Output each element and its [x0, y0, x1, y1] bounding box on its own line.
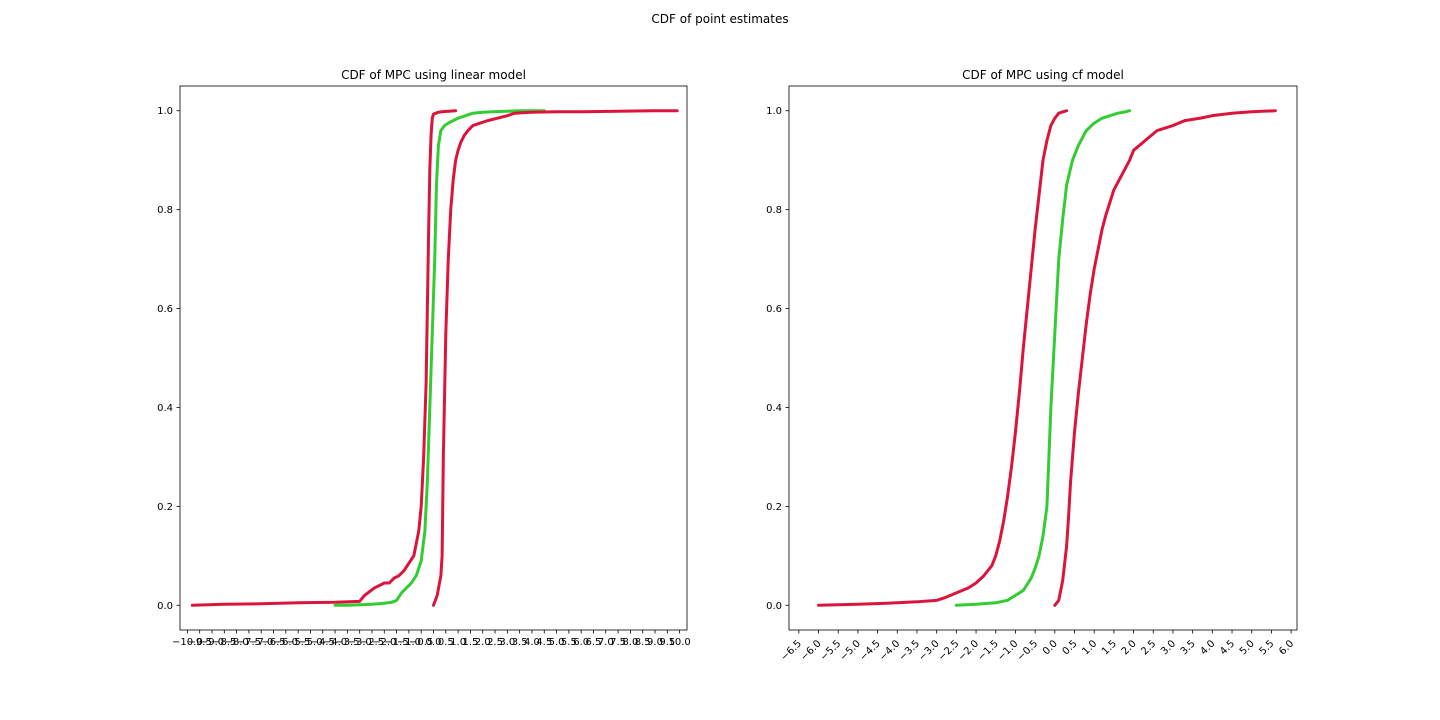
x-tick-label: 8.0 [622, 637, 638, 648]
x-tick-label: 1.5 [462, 637, 478, 648]
x-tick-label: 7.5 [610, 637, 626, 648]
axes-frame [788, 85, 1298, 631]
x-tick-label: −3.0 [917, 638, 942, 663]
y-tick-label: 0.0 [157, 601, 173, 612]
x-tick-label: −1.0 [996, 638, 1021, 663]
x-tick-label: −5.5 [818, 638, 843, 663]
x-tick-label: −2.5 [937, 638, 962, 663]
x-tick-label: −6.0 [274, 637, 298, 648]
x-tick-label: −10.0 [172, 637, 203, 648]
subplot-title: CDF of MPC using cf model [962, 68, 1124, 82]
x-tick-label: 3.5 [512, 637, 528, 648]
y-tick-label: 0.2 [157, 502, 173, 513]
x-tick-label: 5.5 [1257, 638, 1276, 657]
x-tick-label: −2.0 [956, 638, 981, 663]
subplot-linear-model: CDF of MPC using linear model 0.0 0.2 0.4 0.… [157, 68, 691, 648]
x-tick-label: 5.5 [561, 637, 577, 648]
x-tick-label: −9.0 [200, 637, 224, 648]
x-tick-label: −2.5 [360, 637, 384, 648]
x-tick-label: 4.0 [1198, 638, 1217, 657]
x-tick-label: −3.5 [897, 638, 922, 663]
x-tick-label: 6.0 [573, 637, 589, 648]
x-tick-label: −1.0 [397, 637, 421, 648]
x-tick-label: −8.5 [212, 637, 236, 648]
x-tick-label: 0.0 [426, 637, 442, 648]
x-tick-label: −3.0 [348, 637, 372, 648]
x-tick-label: −6.5 [261, 637, 285, 648]
x-tick-label: 8.5 [635, 637, 651, 648]
y-tick-label: 0.6 [766, 304, 782, 315]
x-tick-label: −7.0 [249, 637, 273, 648]
x-tick-label: −4.5 [311, 637, 335, 648]
y-tick-label: 0.2 [766, 502, 782, 513]
x-tick-label: −9.5 [188, 637, 212, 648]
y-tick-label: 0.8 [157, 205, 173, 216]
x-tick-label: −8.0 [224, 637, 248, 648]
x-tick-label: 3.5 [1179, 638, 1198, 657]
x-tick-label: 6.0 [1277, 638, 1296, 657]
cdf-line-2 [954, 109, 1132, 607]
y-tick-label: 0.8 [766, 205, 782, 216]
cdf-line-1 [190, 109, 458, 607]
subplot-title: CDF of MPC using linear model [341, 68, 526, 82]
x-tick-label: 1.0 [1080, 638, 1099, 657]
x-tick-label: 4.5 [1218, 638, 1237, 657]
x-tick-label: −4.5 [858, 638, 883, 663]
x-tick-label: 0.0 [1041, 638, 1060, 657]
y-tick-label: 0.4 [766, 403, 782, 414]
x-tick-label: 9.0 [647, 637, 663, 648]
x-tick-label: 1.0 [450, 637, 466, 648]
x-tick-label: −2.0 [372, 637, 396, 648]
y-tick-label: 1.0 [157, 106, 173, 117]
x-tick-label: 2.5 [487, 637, 503, 648]
x-tick-label: −7.5 [237, 637, 261, 648]
x-tick-label: 3.0 [499, 637, 515, 648]
x-tick-label: −5.5 [286, 637, 310, 648]
x-tick-label: 6.5 [586, 637, 602, 648]
y-tick-label: 0.4 [157, 403, 173, 414]
x-tick-label: −4.0 [323, 637, 347, 648]
x-tick-label: 5.0 [1238, 638, 1257, 657]
x-tick-label: 10.0 [668, 637, 690, 648]
cdf-line-3 [1053, 109, 1277, 607]
x-tick-label: 1.5 [1100, 638, 1119, 657]
x-tick-label: −1.5 [976, 638, 1001, 663]
subplot-cf-model: CDF of MPC using cf model 0.0 0.2 0.4 0.6 0.8… [766, 68, 1298, 663]
figure-title: CDF of point estimates [651, 12, 789, 26]
x-tick-label: −5.0 [298, 637, 322, 648]
x-tick-label: 2.0 [1120, 638, 1139, 657]
y-tick-label: 1.0 [766, 106, 782, 117]
x-tick-label: −6.0 [799, 638, 824, 663]
x-tick-label: −0.5 [1015, 638, 1040, 663]
y-tick-label: 0.6 [157, 304, 173, 315]
x-tick-label: −1.5 [384, 637, 408, 648]
x-tick-label: −3.5 [335, 637, 359, 648]
x-tick-label: 0.5 [1061, 638, 1080, 657]
x-tick-label: 2.0 [475, 637, 491, 648]
cdf-line-3 [432, 109, 679, 607]
x-tick-label: −4.0 [877, 638, 902, 663]
cdf-line-1 [817, 109, 1069, 607]
x-tick-label: 9.5 [659, 637, 675, 648]
x-tick-label: 4.5 [536, 637, 552, 648]
x-tick-label: −6.5 [779, 638, 804, 663]
y-tick-label: 0.0 [766, 601, 782, 612]
x-tick-label: 4.0 [524, 637, 540, 648]
x-tick-label: 5.0 [549, 637, 565, 648]
x-tick-label: 2.5 [1139, 638, 1158, 657]
axes-frame [179, 85, 688, 631]
x-tick-label: 7.0 [598, 637, 614, 648]
x-tick-label: −5.0 [838, 638, 863, 663]
x-tick-label: 0.5 [438, 637, 454, 648]
cdf-line-2 [333, 109, 546, 607]
x-tick-label: 3.0 [1159, 638, 1178, 657]
x-tick-label: −0.5 [409, 637, 433, 648]
